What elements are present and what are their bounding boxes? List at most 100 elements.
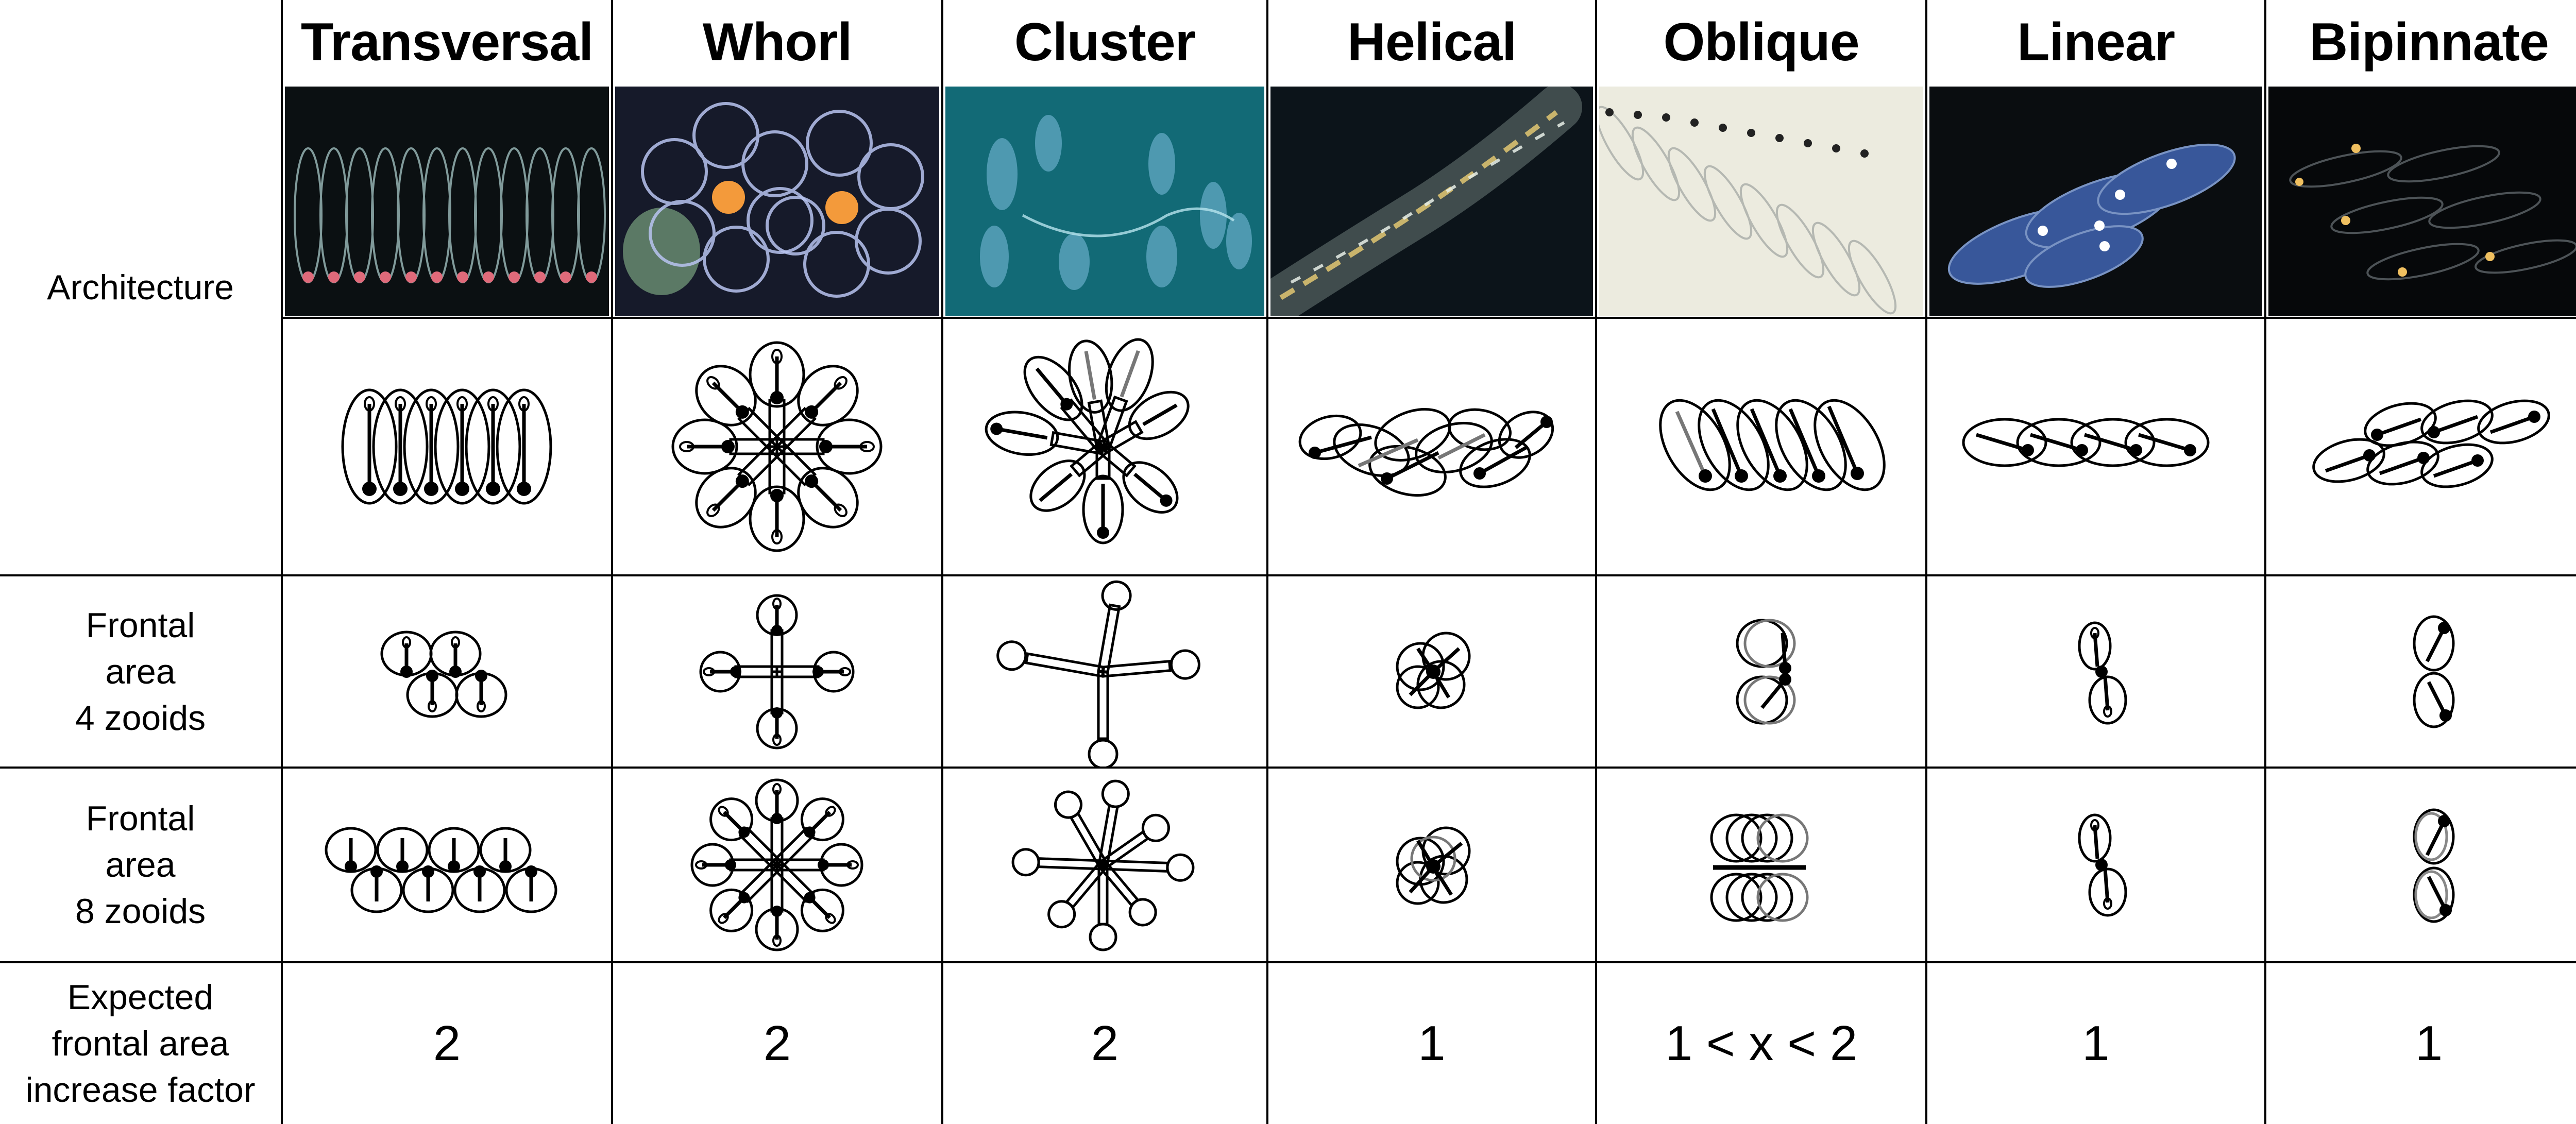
schematic-cluster xyxy=(943,319,1266,574)
frontal-4-transversal xyxy=(283,576,611,767)
column-header-bipinnate: Bipinnate xyxy=(2309,12,2549,72)
grid-line xyxy=(1595,0,1597,1124)
gut-nuclei xyxy=(302,271,597,283)
frontal-4-helical xyxy=(1268,576,1595,767)
frontal-8-bipinnate xyxy=(2266,769,2576,961)
photo-transversal xyxy=(285,87,609,316)
column-header-transversal: Transversal xyxy=(300,12,594,72)
zooid-diagram-icon xyxy=(1659,399,1886,491)
photo-bipinnate xyxy=(2268,87,2576,316)
column-header-helical: Helical xyxy=(1347,12,1517,72)
salp-photo-icon xyxy=(1599,87,1923,316)
zooid-ring-right xyxy=(766,110,924,298)
schematic-helical xyxy=(1268,319,1595,574)
schematic-linear xyxy=(1927,319,2264,574)
zooid-diagram-icon xyxy=(613,341,941,574)
column-header-oblique: Oblique xyxy=(1663,12,1859,72)
frontal-8-cluster xyxy=(943,769,1266,961)
zooid-diagram-icon xyxy=(2078,621,2127,725)
photo-helical xyxy=(1270,87,1593,316)
zooid-diagram-icon xyxy=(2312,399,2550,488)
factor-transversal: 2 xyxy=(433,1016,461,1071)
zooid-diagram-icon xyxy=(2413,808,2455,923)
row-label-factor: Expected frontal area increase factor xyxy=(0,963,281,1124)
zooid-diagram-icon xyxy=(1736,619,1796,725)
helical-gut-line xyxy=(1279,110,1558,300)
factor-oblique: 1 < x < 2 xyxy=(1665,1016,1858,1071)
frontal-4-cluster xyxy=(943,576,1266,767)
frontal-4-linear xyxy=(1927,576,2264,767)
schematic-transversal xyxy=(283,319,611,574)
factor-bipinnate: 1 xyxy=(2415,1016,2443,1071)
row-label-line: area xyxy=(105,845,176,884)
gut-nuclei xyxy=(2038,159,2177,251)
frontal-8-whorl xyxy=(613,769,941,961)
zooid-diagram-icon xyxy=(380,631,507,718)
column-header-whorl: Whorl xyxy=(702,12,853,72)
row-label-line: Architecture xyxy=(47,267,234,307)
zooid-diagram-icon xyxy=(1710,813,1809,922)
salp-photo-icon xyxy=(615,87,939,316)
zooid-diagram-icon xyxy=(1396,826,1471,905)
row-label-line: 8 zooids xyxy=(75,892,206,931)
row-label-line: Expected xyxy=(67,978,214,1017)
grid-line xyxy=(0,961,2576,963)
row-label-architecture: Architecture xyxy=(0,0,281,574)
photo-background xyxy=(1599,87,1923,316)
salp-photo-icon xyxy=(1929,87,2262,316)
zooid-diagram-icon xyxy=(1962,418,2210,467)
salp-photo-icon xyxy=(945,87,1264,316)
factor-helical: 1 xyxy=(1418,1016,1446,1071)
row-label-frontal-8: Frontal area 8 zooids xyxy=(0,769,281,961)
zooid-diagram-icon xyxy=(2413,615,2455,728)
salp-photo-icon xyxy=(285,87,609,316)
zooid-diagram-icon xyxy=(613,778,941,961)
salp-photo-icon xyxy=(2268,87,2576,316)
zooid-diagram-icon xyxy=(341,388,552,505)
photo-background xyxy=(2268,87,2576,316)
grid-line xyxy=(0,574,2576,576)
grid-line xyxy=(2264,0,2266,1124)
grid-line xyxy=(611,0,613,1124)
zooid-diagram-icon xyxy=(1011,779,1195,951)
column-header-linear: Linear xyxy=(2016,12,2175,72)
zooid-diagram-icon xyxy=(996,580,1200,767)
zooid-outlines xyxy=(294,147,606,283)
grid-line xyxy=(1925,0,1927,1124)
zooid-bodies xyxy=(1947,143,2236,288)
frontal-8-linear xyxy=(1927,769,2264,961)
frontal-4-oblique xyxy=(1597,576,1925,767)
photo-linear xyxy=(1929,87,2262,316)
zooid-ring-left xyxy=(641,102,814,293)
zooid-diagram-icon xyxy=(1298,408,1554,497)
grid-line xyxy=(941,0,943,1124)
factor-whorl: 2 xyxy=(763,1016,791,1071)
row-label-line: 4 zooids xyxy=(75,698,206,738)
frontal-4-bipinnate xyxy=(2266,576,2576,767)
grid-line xyxy=(0,767,2576,769)
salp-photo-icon xyxy=(1270,87,1593,316)
column-header-cluster: Cluster xyxy=(1014,12,1196,72)
row-label-line: frontal area xyxy=(52,1024,229,1063)
factor-cluster: 2 xyxy=(1091,1016,1119,1071)
grid-line xyxy=(281,317,2576,319)
grid-line xyxy=(1266,0,1268,1124)
gut-nuclei xyxy=(1605,108,1869,158)
schematic-bipinnate xyxy=(2266,319,2576,574)
zooid-diagram-icon xyxy=(985,338,1190,544)
light-glare xyxy=(623,208,700,295)
row-label-line: Frontal xyxy=(86,799,195,838)
zooid-diagram-icon xyxy=(613,594,941,767)
frontal-8-oblique xyxy=(1597,769,1925,961)
whorl-centers xyxy=(712,181,858,224)
grid-line xyxy=(281,0,283,1124)
schematic-whorl xyxy=(613,319,941,574)
photo-cluster xyxy=(945,87,1264,316)
factor-linear: 1 xyxy=(2082,1016,2110,1071)
row-label-line: area xyxy=(105,652,176,691)
zooid-bodies xyxy=(980,115,1252,290)
frontal-8-helical xyxy=(1268,769,1595,961)
photo-oblique xyxy=(1599,87,1923,316)
frontal-4-whorl xyxy=(613,576,941,767)
